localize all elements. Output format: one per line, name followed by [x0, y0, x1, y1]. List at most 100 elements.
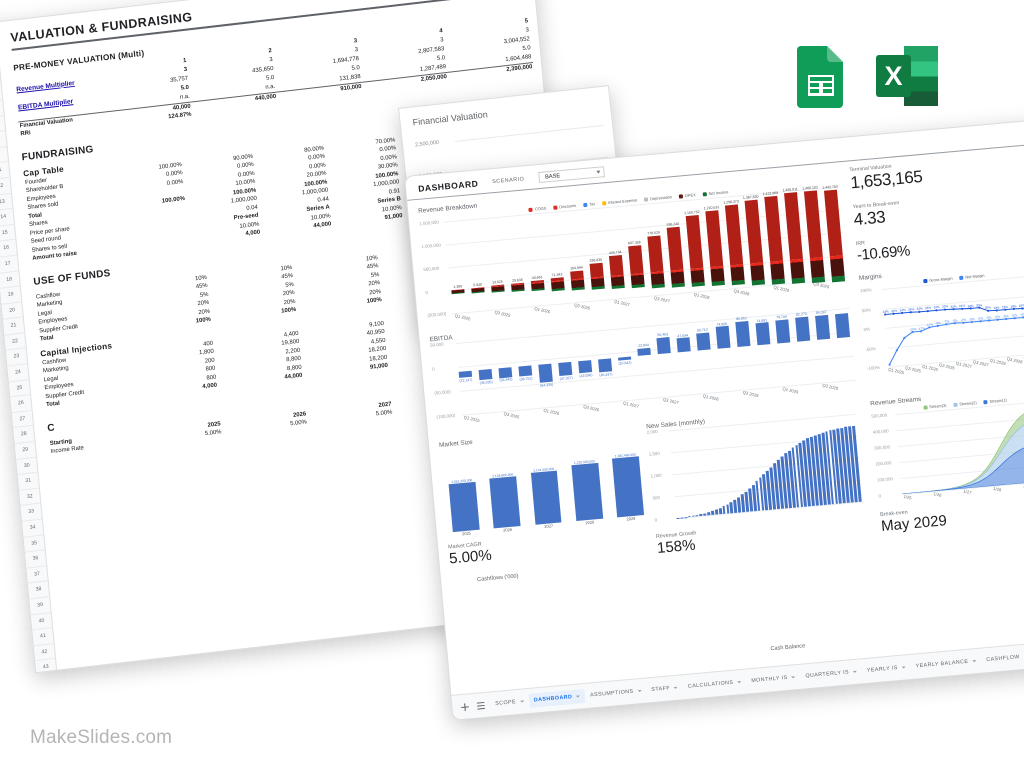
data-point [926, 309, 930, 313]
data-point [903, 336, 906, 339]
bar-value-label: (43,096) [579, 372, 593, 379]
chevron-down-icon[interactable] [791, 676, 796, 679]
x-axis-label: Q1 2026 [921, 363, 939, 373]
data-label: -5% [951, 318, 958, 323]
tab-cashflow[interactable]: CASHFLOW [981, 649, 1024, 668]
chevron-down-icon[interactable] [852, 670, 858, 674]
bar-segment-cogs [685, 215, 704, 269]
chevron-down-icon[interactable] [737, 681, 742, 684]
legend-swatch [702, 191, 707, 197]
data-point [1004, 308, 1007, 311]
bar-segment-opex-netincome [610, 274, 626, 290]
data-label: 33% [933, 305, 940, 310]
y-axis-label: 400,000 [872, 428, 889, 435]
bar-fill [815, 314, 831, 340]
x-axis-label: Q1 2028 [693, 291, 711, 301]
data-label: -5% [977, 316, 984, 321]
y-axis-label: 0 [425, 289, 429, 295]
legend-swatch [601, 200, 607, 205]
bar-segment-cogs [608, 254, 624, 277]
legend-swatch [953, 402, 958, 407]
bar: 5,940 [465, 219, 486, 312]
chevron-down-icon[interactable] [637, 689, 642, 693]
bar: 56,453 [655, 324, 674, 397]
dashboard-sheet[interactable]: DASHBOARD SCENARIO BASE Revenue Breakdow… [404, 118, 1024, 721]
data-label: 20% [984, 305, 992, 311]
bar-segment-opex-netincome [471, 287, 485, 294]
add-sheet-icon[interactable] [458, 700, 471, 713]
tab-dashboard[interactable]: DASHBOARD [528, 688, 586, 708]
bar [714, 509, 719, 515]
chevron-down-icon [595, 170, 601, 174]
chevron-down-icon[interactable] [576, 695, 581, 698]
y-axis-label: 100% [859, 287, 872, 294]
x-axis-label: Q1 2025 [454, 312, 472, 322]
all-sheets-icon[interactable] [474, 699, 487, 712]
legend-item: Tax [583, 201, 595, 207]
x-axis-label: Q1 2025 [887, 366, 905, 376]
x-axis-label: Q1 2028 [989, 357, 1007, 367]
x-axis-label: Q3 2028 [1006, 356, 1024, 365]
bar: 29,636 [505, 215, 526, 308]
chevron-down-icon[interactable] [519, 700, 525, 703]
data-point [888, 363, 891, 366]
data-label: -5% [968, 317, 975, 322]
data-point [1022, 316, 1024, 319]
bar-segment-cogs [724, 204, 744, 266]
scenario-dropdown[interactable]: BASE [537, 166, 605, 184]
chevron-down-icon[interactable] [901, 666, 906, 669]
dashboard-title: DASHBOARD [417, 177, 479, 194]
bar-fill [696, 332, 711, 351]
data-label: -5% [994, 314, 1001, 320]
x-axis-label: 1/28 [992, 485, 1002, 493]
tab-staff[interactable]: STAFF [646, 680, 684, 697]
bar-fill [598, 358, 613, 373]
data-label: -5% [1011, 313, 1018, 318]
x-axis-label: Q1 2025 [463, 414, 481, 424]
tab-quarterly-is[interactable]: QUARTERLY IS [800, 664, 863, 683]
watermark: MakeSlides.com [30, 727, 173, 748]
tab-yearly-is[interactable]: YEARLY IS [861, 660, 911, 678]
kpi-years-to-breakeven: Years to Break-even 4.33 [852, 187, 1024, 230]
microsoft-excel-logo[interactable]: X [874, 44, 940, 108]
bar: 23,844 [635, 326, 654, 399]
bar: 85,852 [735, 316, 754, 390]
bar: 40,661 [525, 213, 546, 306]
x-axis-label: Q3 2027 [972, 359, 990, 368]
bar: 1,389 [445, 220, 466, 313]
data-point [978, 306, 981, 309]
bar-segment-opex-netincome [590, 276, 606, 290]
bar-fill [676, 337, 691, 353]
tab-scope[interactable]: SCOPE [490, 694, 530, 711]
bar: 13,525 [485, 217, 506, 310]
legend-item: Net Income [702, 189, 729, 197]
bar: 1,141,500,000 2027 [530, 467, 562, 529]
y-axis-label: 1,500 [648, 450, 660, 457]
x-axis-label: Q3 2029 [821, 382, 839, 392]
google-sheets-logo[interactable] [789, 44, 853, 108]
bar: 71,343 [545, 211, 566, 304]
sheet-tab-bar[interactable]: SCOPE DASHBOARD ASSUMPTIONS STAFF CALCULATIO… [451, 637, 1024, 720]
legend-item: Discounts [553, 203, 576, 210]
chevron-down-icon[interactable] [972, 660, 977, 663]
bar-segment-opex-netincome [530, 281, 546, 292]
bar-segment-opex-netincome [491, 285, 505, 293]
bar-value-label: 1,282,400,000 [614, 452, 636, 459]
data-point [995, 309, 999, 312]
x-axis-label: 1/26 [933, 491, 943, 498]
tab-monthly-is[interactable]: MONTHLY IS [746, 670, 801, 689]
chevron-down-icon[interactable] [673, 686, 679, 690]
bar-fill [755, 322, 771, 346]
bar: (34,446) [496, 338, 515, 411]
data-label: 33% [916, 306, 923, 312]
x-axis-label: 1/25 [903, 493, 913, 501]
tab-calculations[interactable]: CALCULATIONS [682, 675, 747, 695]
tab-assumptions[interactable]: ASSUMPTIONS [585, 684, 648, 703]
bar: (47,327) [556, 333, 575, 406]
data-point [943, 308, 947, 311]
bar-segment-cogs [589, 262, 604, 278]
data-point [920, 330, 923, 333]
legend-label: COGS [534, 205, 547, 212]
data-point [996, 318, 999, 321]
tab-yearly-balance[interactable]: YEARLY BALANCE [910, 654, 982, 674]
